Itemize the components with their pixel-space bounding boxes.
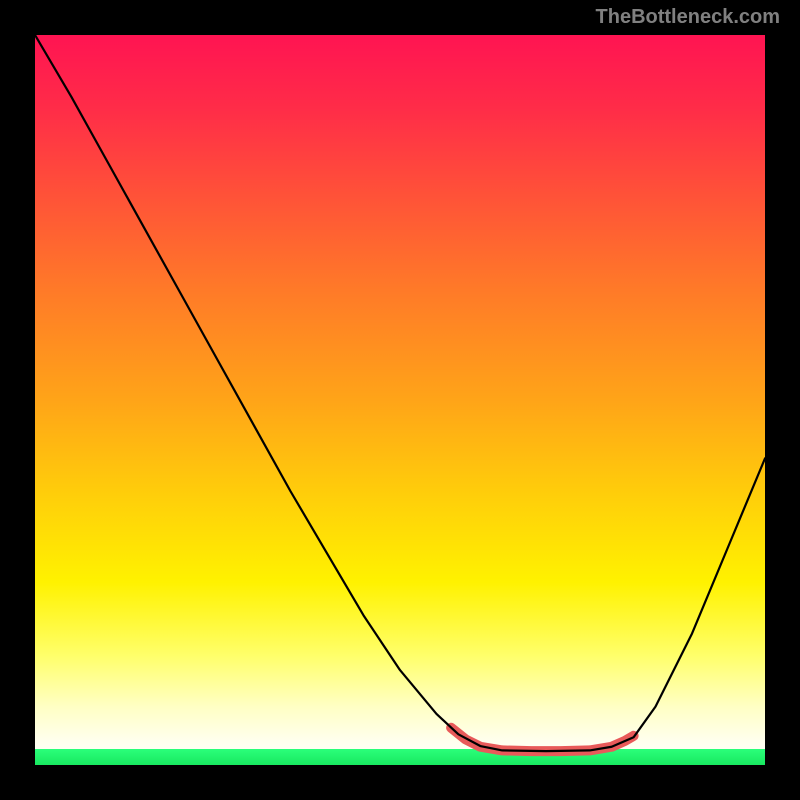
watermark-text: TheBottleneck.com bbox=[596, 6, 780, 29]
chart-svg bbox=[35, 35, 765, 765]
plot-area bbox=[35, 35, 765, 765]
curve-path bbox=[35, 35, 765, 751]
